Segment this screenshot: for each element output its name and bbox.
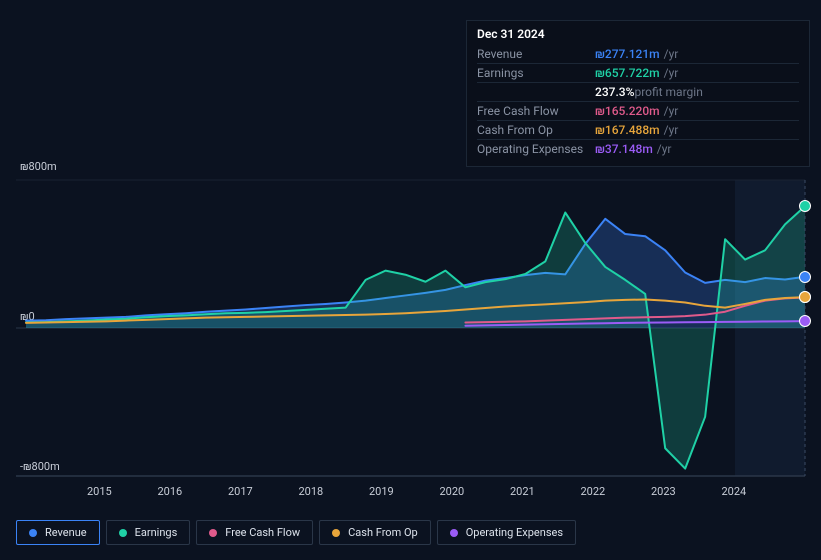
legend-item-fcf[interactable]: Free Cash Flow — [196, 520, 313, 545]
legend-dot-icon — [209, 529, 217, 537]
legend-item-revenue[interactable]: Revenue — [16, 520, 100, 545]
legend-dot-icon — [332, 529, 340, 537]
x-axis-label: 2018 — [299, 485, 324, 498]
legend-label: Earnings — [135, 526, 178, 539]
x-axis-label: 2024 — [722, 485, 747, 498]
area-chart — [0, 0, 821, 560]
x-axis-label: 2015 — [87, 485, 112, 498]
legend-label: Free Cash Flow — [225, 526, 300, 539]
x-axis-label: 2017 — [228, 485, 253, 498]
legend-dot-icon — [119, 529, 127, 537]
x-axis-label: 2020 — [440, 485, 465, 498]
legend-label: Revenue — [45, 526, 87, 539]
legend-item-opex[interactable]: Operating Expenses — [437, 520, 576, 545]
legend-item-cashop[interactable]: Cash From Op — [319, 520, 431, 545]
x-axis-label: 2021 — [510, 485, 535, 498]
x-axis-label: 2022 — [581, 485, 606, 498]
legend-item-earnings[interactable]: Earnings — [106, 520, 191, 545]
series-end-marker — [799, 291, 811, 303]
legend-label: Operating Expenses — [466, 526, 563, 539]
x-axis-label: 2016 — [158, 485, 183, 498]
legend-label: Cash From Op — [348, 526, 418, 539]
series-end-marker — [799, 271, 811, 283]
x-axis-label: 2023 — [651, 485, 676, 498]
x-axis-label: 2019 — [369, 485, 394, 498]
legend: Revenue Earnings Free Cash Flow Cash From O… — [16, 520, 576, 545]
legend-dot-icon — [29, 529, 37, 537]
legend-dot-icon — [450, 529, 458, 537]
